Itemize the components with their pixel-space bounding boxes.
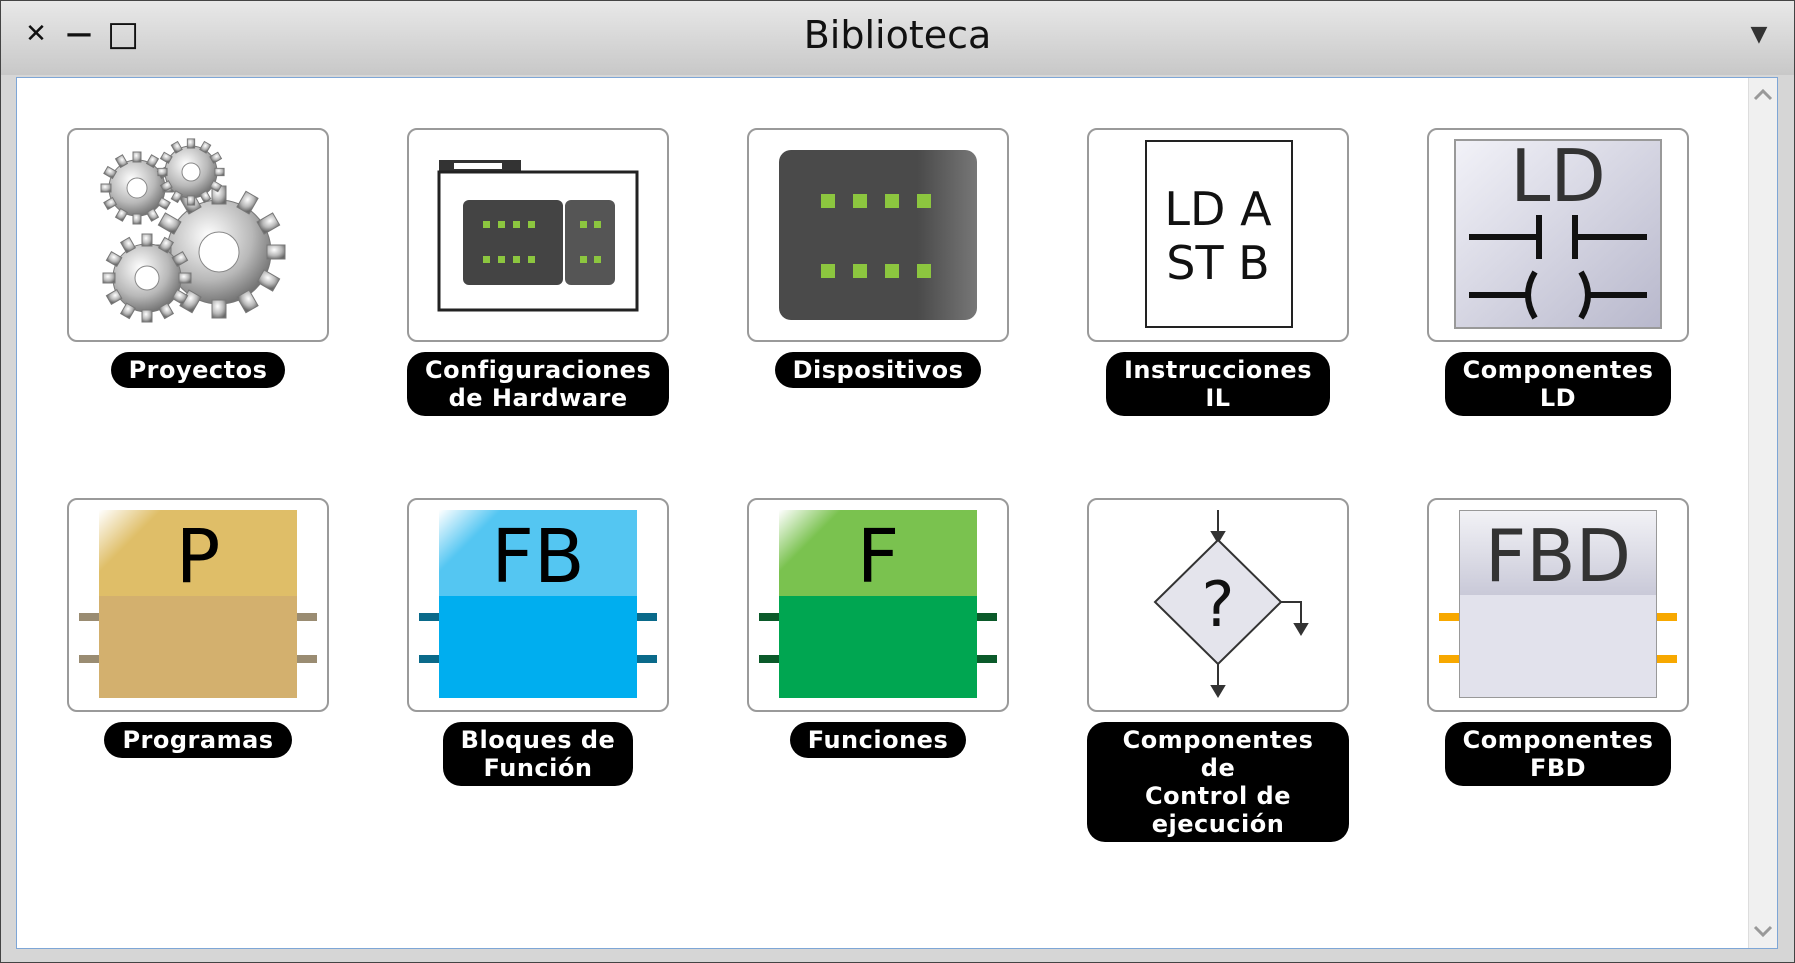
input-pin-2	[419, 655, 439, 663]
f-text: F	[856, 514, 900, 600]
library-content: Proyectos Configuracio	[16, 77, 1778, 949]
tile-bloques-funcion[interactable]: FB	[407, 498, 669, 712]
program-text: P	[175, 514, 221, 600]
item-dispositivos[interactable]: Dispositivos	[747, 128, 1009, 388]
tile-componentes-ld[interactable]: LD	[1427, 128, 1689, 342]
tile-dispositivos[interactable]	[747, 128, 1009, 342]
tile-proyectos[interactable]	[67, 126, 329, 343]
tile-control-ejecucion[interactable]: ?	[1087, 498, 1349, 712]
item-instrucciones-il[interactable]: LD A ST B Instrucciones IL	[1087, 128, 1349, 416]
il-line-2: ST B	[1166, 236, 1270, 290]
function-icon	[779, 510, 977, 698]
item-bloques-funcion[interactable]: FB Bloques de Función	[407, 498, 669, 786]
hardware-config-icon	[437, 160, 639, 312]
input-pin-1	[79, 613, 99, 621]
maximize-button[interactable]: □	[106, 14, 140, 54]
input-pin-1	[759, 613, 779, 621]
fbd-text: FBD	[1484, 514, 1632, 598]
ld-components-icon	[1454, 139, 1662, 329]
tile-componentes-fbd[interactable]: FBD	[1427, 498, 1689, 712]
item-configuraciones-hardware[interactable]: Configuraciones de Hardware	[407, 128, 670, 416]
item-control-ejecucion[interactable]: ? Componentes de Control de ejecución	[1087, 498, 1349, 842]
il-line-1: LD A	[1164, 182, 1272, 236]
fb-text: FB	[491, 514, 585, 600]
item-funciones[interactable]: F Funciones	[747, 498, 1009, 758]
label-dispositivos: Dispositivos	[774, 352, 982, 388]
item-programas[interactable]: P Programas	[67, 498, 329, 758]
label-programas: Programas	[104, 722, 292, 758]
input-pin-2	[1439, 655, 1459, 663]
gears-icon	[86, 126, 310, 343]
label-instrucciones-il: Instrucciones IL	[1105, 352, 1330, 416]
function-block-icon	[439, 510, 637, 698]
window-menu-button[interactable]: ▼	[1750, 21, 1768, 47]
item-proyectos[interactable]: Proyectos	[67, 126, 329, 388]
output-pin-1	[977, 613, 997, 621]
output-pin-2	[297, 655, 317, 663]
question-mark-text: ?	[1201, 568, 1235, 641]
output-pin-2	[977, 655, 997, 663]
output-pin-2	[1657, 655, 1677, 663]
output-pin-2	[637, 655, 657, 663]
scroll-up-icon[interactable]	[1749, 80, 1777, 110]
item-componentes-ld[interactable]: LD Componentes LD	[1427, 128, 1689, 416]
minimize-button[interactable]: —	[66, 19, 92, 49]
close-button[interactable]: ✕	[25, 19, 47, 49]
item-componentes-fbd[interactable]: FBD Componentes FBD	[1427, 498, 1689, 786]
output-pin-1	[297, 613, 317, 621]
label-componentes-ld: Componentes LD	[1444, 352, 1672, 416]
label-componentes-fbd: Componentes FBD	[1444, 722, 1672, 786]
il-instructions-icon	[1145, 140, 1293, 328]
label-bloques-funcion: Bloques de Función	[442, 722, 634, 786]
label-configuraciones-hardware: Configuraciones de Hardware	[407, 352, 670, 416]
label-control-ejecucion: Componentes de Control de ejecución	[1087, 722, 1349, 842]
fbd-components-icon	[1459, 510, 1657, 698]
label-funciones: Funciones	[789, 722, 967, 758]
input-pin-2	[759, 655, 779, 663]
tile-configuraciones-hardware[interactable]	[407, 128, 669, 342]
window-title: Biblioteca	[803, 13, 992, 57]
flow-control-icon	[1153, 510, 1309, 698]
scroll-down-icon[interactable]	[1749, 916, 1777, 946]
input-pin-2	[79, 655, 99, 663]
ld-text: LD	[1510, 134, 1606, 218]
program-block-icon	[99, 510, 297, 698]
tile-funciones[interactable]: F	[747, 498, 1009, 712]
input-pin-1	[419, 613, 439, 621]
title-bar: ✕ — □ Biblioteca ▼	[1, 1, 1794, 75]
label-proyectos: Proyectos	[110, 352, 286, 388]
output-pin-1	[1657, 613, 1677, 621]
vertical-scrollbar[interactable]	[1748, 78, 1777, 948]
input-pin-1	[1439, 613, 1459, 621]
output-pin-1	[637, 613, 657, 621]
tile-programas[interactable]: P	[67, 498, 329, 712]
tile-instrucciones-il[interactable]: LD A ST B	[1087, 128, 1349, 342]
device-icon	[779, 150, 977, 320]
